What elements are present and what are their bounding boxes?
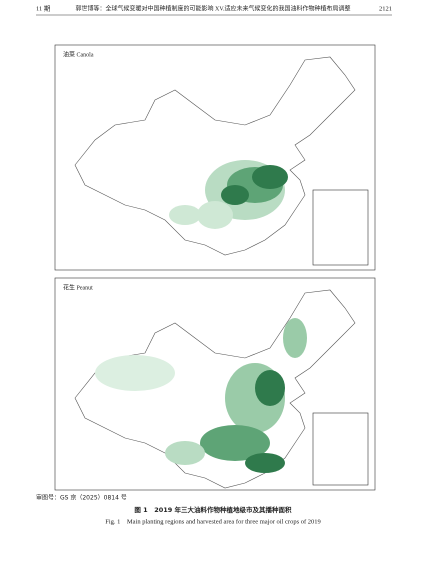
map-approval: 审图号：GS 京（2025）0814 号 [36,494,127,502]
caption-en: Fig. 1 Main planting regions and harvest… [105,518,321,525]
running-title: 郭世博等：全球气候变暖对中国种植制度的可能影响 XV.适应未来气候变化的我国油料… [76,4,351,12]
map-canola: 油菜 Canola [54,44,376,271]
map-peanut: 花生 Peanut [54,277,376,491]
issue: 11 期 [36,4,51,12]
map-label: 花生 Peanut [63,283,93,291]
page-number: 2121 [379,5,392,12]
caption-zh: 图 1 2019 年三大油料作物种植地级市及其播种面积 [134,505,292,514]
map-label: 油菜 Canola [63,50,94,58]
